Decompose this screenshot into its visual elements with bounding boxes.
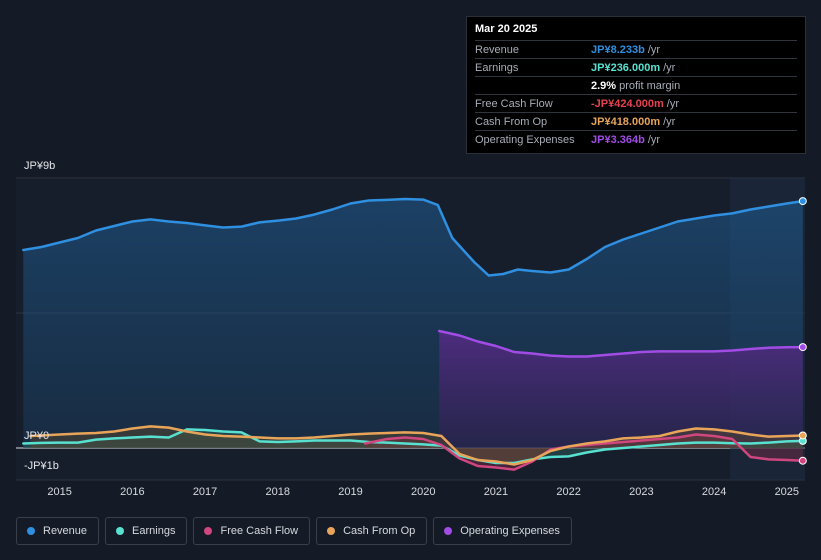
x-tick-label: 2023 — [629, 486, 653, 498]
tooltip-row-label: Cash From Op — [475, 115, 548, 128]
legend-dot-icon — [327, 527, 336, 535]
operating-expenses-area — [439, 331, 803, 448]
tooltip-row-unit: /yr — [663, 115, 676, 128]
tooltip-row-unit: /yr — [663, 61, 676, 74]
legend-label: Earnings — [132, 525, 176, 537]
tooltip-row-label: Revenue — [475, 43, 520, 56]
tooltip-row-unit: /yr — [647, 133, 661, 146]
x-tick-label: 2016 — [120, 486, 144, 498]
x-tick-label: 2021 — [484, 486, 508, 498]
legend-item-revenue[interactable]: Revenue — [16, 517, 100, 545]
legend-item-free-cash-flow[interactable]: Free Cash Flow — [193, 517, 311, 545]
tooltip-row-label: Earnings — [475, 61, 519, 74]
earnings-line — [22, 428, 805, 465]
revenue-endpoint — [798, 197, 807, 206]
y-tick-label-zero: JP¥0 — [24, 430, 50, 442]
x-tick-label: 2022 — [556, 486, 580, 498]
tooltip-row-value: JP¥418.000m — [591, 115, 661, 128]
legend-label: Free Cash Flow — [220, 525, 299, 537]
x-tick-label: 2019 — [338, 486, 362, 498]
y-tick-label-bottom: -JP¥1b — [24, 460, 59, 472]
tooltip-date: Mar 20 2025 — [475, 23, 797, 41]
tooltip-row-label: Free Cash Flow — [475, 97, 553, 110]
legend-dot-icon — [27, 527, 35, 535]
legend: Revenue Earnings Free Cash Flow Cash From O… — [16, 517, 572, 545]
y-tick-label-top: JP¥9b — [24, 160, 56, 172]
legend-item-operating-expenses[interactable]: Operating Expenses — [433, 517, 572, 545]
legend-dot-icon — [204, 527, 213, 535]
tooltip-panel: Mar 20 2025 Revenue JP¥8.233b/yr Earnings J… — [466, 16, 806, 154]
tooltip-row: Cash From Op JP¥418.000m/yr — [475, 113, 797, 131]
tooltip-rows: Revenue JP¥8.233b/yr Earnings JP¥236.000m/y… — [475, 41, 797, 148]
tooltip-row-value: 2.9% — [591, 79, 617, 92]
cash-from-op-endpoint — [798, 431, 807, 440]
tooltip-row: Free Cash Flow -JP¥424.000m/yr — [475, 95, 797, 113]
x-tick-label: 2025 — [775, 486, 799, 498]
tooltip-row-value: -JP¥424.000m — [591, 97, 664, 110]
x-tick-label: 2024 — [702, 486, 726, 498]
tooltip-row: Operating Expenses JP¥3.364b/yr — [475, 131, 797, 148]
tooltip-row: Earnings JP¥236.000m/yr — [475, 59, 797, 77]
x-tick-label: 2018 — [266, 486, 290, 498]
tooltip-row-unit: profit margin — [619, 79, 681, 92]
cash-from-op-area — [30, 426, 803, 465]
x-tick-label: 2020 — [411, 486, 435, 498]
tooltip-row-unit: /yr — [666, 97, 680, 110]
legend-label: Revenue — [43, 525, 88, 537]
operating-expenses-line — [437, 329, 805, 358]
cash-from-op-line — [29, 425, 805, 466]
tooltip-row-unit: /yr — [647, 43, 661, 56]
legend-item-cash-from-op[interactable]: Cash From Op — [316, 517, 428, 545]
legend-dot-icon — [116, 527, 125, 535]
x-tick-label: 2017 — [193, 486, 217, 498]
legend-label: Cash From Op — [343, 525, 416, 537]
tooltip-row: Revenue JP¥8.233b/yr — [475, 41, 797, 59]
tooltip-row-label: Operating Expenses — [475, 133, 575, 146]
legend-item-earnings[interactable]: Earnings — [105, 517, 188, 545]
tooltip-row-value: JP¥3.364b — [591, 133, 645, 146]
tooltip-row: 2.9% profit margin — [475, 77, 797, 95]
legend-label: Operating Expenses — [460, 525, 560, 537]
tooltip-row-value: JP¥236.000m — [591, 61, 661, 74]
revenue-line — [22, 197, 805, 277]
legend-dot-icon — [444, 527, 453, 535]
free-cash-flow-line — [363, 433, 805, 471]
x-tick-label: 2015 — [47, 486, 71, 498]
free-cash-flow-endpoint — [798, 456, 807, 465]
tooltip-row-value: JP¥8.233b — [591, 43, 645, 56]
operating-expenses-endpoint — [798, 343, 807, 352]
